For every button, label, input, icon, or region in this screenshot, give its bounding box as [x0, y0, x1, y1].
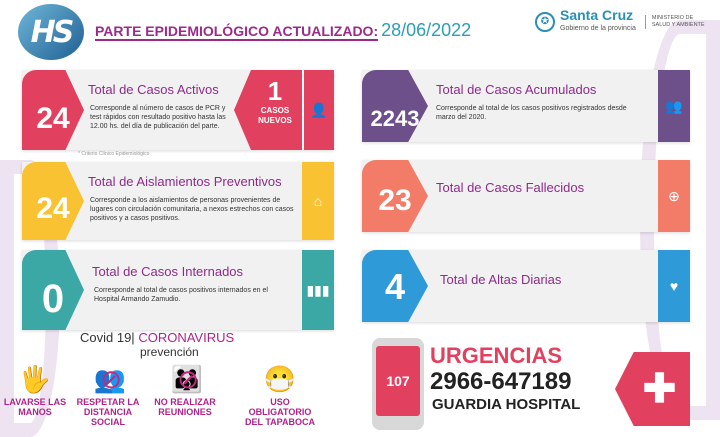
deaths-value: 23 [362, 160, 428, 232]
card-desc: Corresponde a los aislamientos de person… [90, 197, 294, 222]
plus-circle-icon: ⊕ [658, 160, 690, 232]
prevention-item-handwash: 🖐 LAVARSE LAS MANOS [0, 361, 70, 417]
card-hospitalized: 0 Total de Casos Internados Corresponde … [22, 250, 334, 330]
prevention-heading: Covid 19| CORONAVIRUS [80, 330, 235, 345]
hand-wash-icon: 🖐 [18, 364, 52, 394]
page-title: PARTE EPIDEMIOLÓGICO ACTUALIZADO: 28/06/2… [95, 20, 472, 41]
report-date: 28/06/2022 [381, 20, 472, 40]
discharges-value: 4 [362, 250, 428, 322]
bar-chart-icon: ▮▮▮ [302, 250, 334, 330]
card-title: Total de Altas Diarias [440, 272, 562, 287]
emergency-title: URGENCIAS [430, 343, 563, 368]
user-icon: 👤 [302, 70, 334, 150]
face-mask-icon: 😷 [263, 364, 297, 394]
card-desc: Corresponde al total de casos positivos … [94, 287, 268, 303]
emergency-short-number: 107 [376, 346, 420, 416]
cumulative-cases-value: 2243 [362, 70, 428, 142]
seal-icon: ✪ [535, 12, 555, 32]
card-active-cases: 24 Total de Casos Activos Corresponde al… [22, 70, 334, 150]
footnote: * Criterio Clínico Epidemiológico [78, 151, 150, 157]
card-title: Total de Casos Internados [92, 264, 244, 279]
hospitalized-value: 0 [22, 250, 84, 330]
phone-icon: 107 [372, 338, 424, 430]
prevention-item-mask: 😷 USO OBLIGATORIO DEL TAPABOCA [240, 361, 320, 427]
card-daily-discharges: 4 Total de Altas Diarias ♥ [362, 250, 690, 322]
medical-cross-icon: ✚ [615, 352, 690, 426]
new-cases-badge: 1 CASOS NUEVOS [234, 70, 302, 150]
active-cases-value: 24 [22, 70, 84, 150]
home-icon: ⌂ [302, 162, 334, 240]
government-logo: ✪ Santa Cruz Gobierno de la provincia MIN… [535, 8, 705, 36]
group-icon: 👥 [658, 70, 690, 142]
card-desc: Corresponde al número de casos de PCR y … [90, 105, 226, 130]
heart-icon: ♥ [658, 250, 690, 322]
card-desc: Corresponde al total de los casos positi… [436, 105, 627, 121]
card-preventive-isolations: 24 Total de Aislamientos Preventivos Cor… [22, 162, 334, 240]
card-title: Total de Casos Fallecidos [436, 180, 585, 195]
social-distance-icon: 👥⊘ [93, 364, 127, 394]
hospital-logo: HS [18, 4, 84, 60]
emergency-panel: 107 URGENCIAS 2966-647189 GUARDIA HOSPIT… [360, 338, 690, 433]
no-gatherings-icon: 👪⊘ [170, 364, 204, 394]
isolations-value: 24 [22, 162, 84, 240]
emergency-subtitle: GUARDIA HOSPITAL [432, 396, 581, 413]
prevention-item-gatherings: 👪⊘ NO REALIZAR REUNIONES [150, 361, 220, 417]
card-deaths: 23 Total de Casos Fallecidos ⊕ [362, 160, 690, 232]
prevention-section: Covid 19| CORONAVIRUS prevención 🖐 LAVARS… [4, 331, 335, 435]
card-title: Total de Aislamientos Preventivos [88, 174, 282, 189]
card-title: Total de Casos Activos [88, 82, 219, 97]
card-cumulative-cases: 2243 Total de Casos Acumulados Correspon… [362, 70, 690, 142]
emergency-phone: 2966-647189 [430, 368, 572, 395]
prevention-item-distance: 👥⊘ RESPETAR LA DISTANCIA SOCIAL [73, 361, 143, 427]
card-title: Total de Casos Acumulados [436, 82, 597, 97]
prevention-subheading: prevención [140, 345, 199, 359]
